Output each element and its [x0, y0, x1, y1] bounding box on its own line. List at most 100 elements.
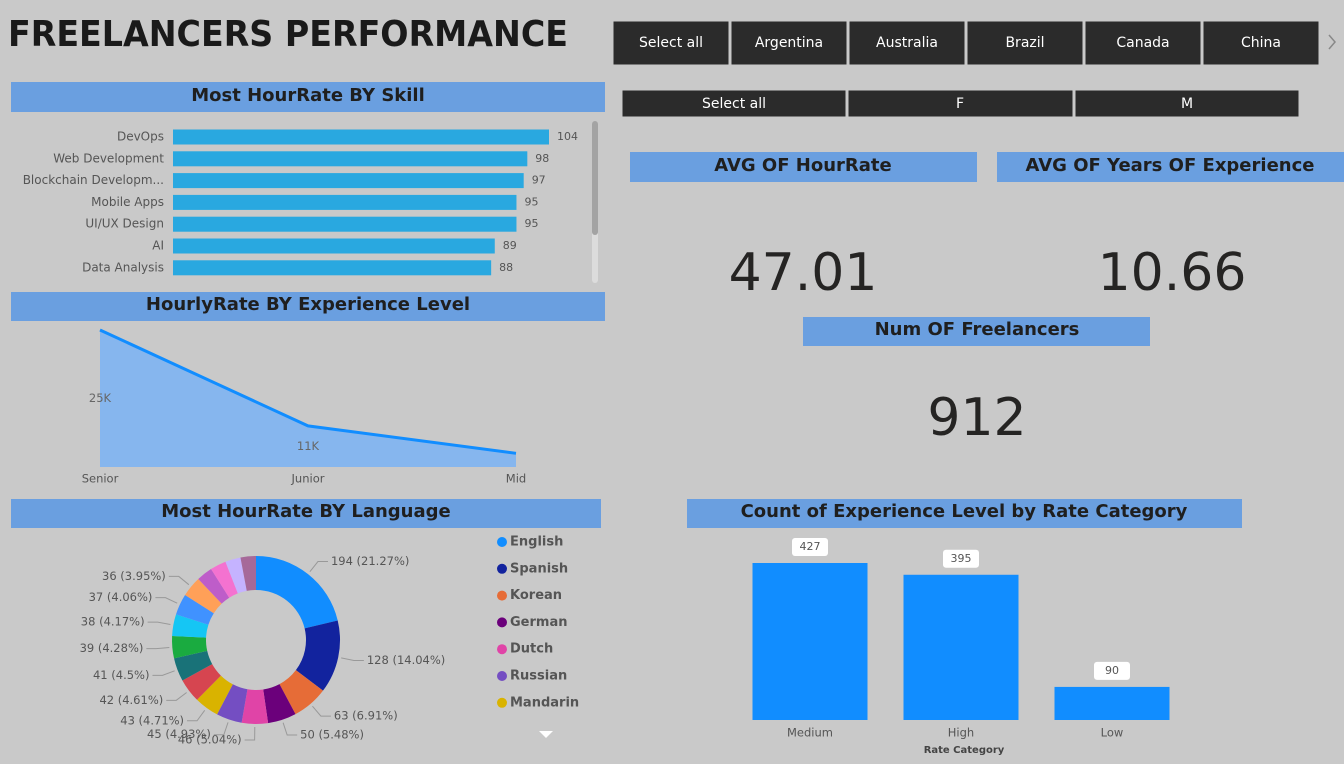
slicer-label[interactable]: Brazil: [1005, 35, 1044, 51]
donut-slice: [279, 670, 323, 715]
category-label: DevOps: [117, 130, 164, 144]
donut-slice: [211, 561, 238, 598]
data-label: 11K: [297, 439, 320, 453]
slicer-button[interactable]: [966, 20, 1084, 66]
header-bar: [630, 152, 977, 182]
data-label: 36 (3.95%): [102, 569, 166, 583]
leader-line: [147, 621, 171, 625]
slicer-button[interactable]: [1074, 89, 1300, 118]
slicer-button[interactable]: [1202, 20, 1320, 66]
legend-label: German: [510, 615, 567, 630]
slicer-label[interactable]: M: [1181, 96, 1193, 112]
line: [99, 328, 517, 455]
header-bar: [803, 317, 1150, 346]
data-label: 45 (4.93%): [147, 727, 211, 741]
area: [100, 330, 516, 467]
scrollbar-thumb[interactable]: [592, 121, 598, 235]
slicer-label[interactable]: China: [1241, 35, 1281, 51]
bar: [173, 151, 528, 167]
bar: [173, 238, 495, 254]
chart-title: Most HourRate BY Language: [161, 501, 450, 522]
slicer-label[interactable]: Canada: [1116, 35, 1169, 51]
scroll-right[interactable]: [1328, 34, 1336, 50]
kpi-title: AVG OF Years OF Experience: [1026, 155, 1315, 176]
donut-slice: [185, 578, 222, 614]
donut-slice: [198, 569, 230, 604]
slicer-label[interactable]: Australia: [876, 35, 938, 51]
x-tick-label: Low: [1101, 726, 1124, 740]
page-title: FREELANCERS PERFORMANCE: [8, 14, 568, 55]
slicer-label[interactable]: Argentina: [755, 35, 823, 51]
slicer-label[interactable]: Select all: [639, 35, 703, 51]
header-bar: [687, 499, 1242, 528]
leader-line: [341, 657, 364, 662]
category-label: Data Analysis: [82, 260, 164, 274]
donut-slice: [217, 684, 248, 723]
bar: [173, 194, 517, 210]
slicer-button[interactable]: [621, 89, 847, 118]
slicer-label[interactable]: F: [956, 96, 964, 112]
data-label: 50 (5.48%): [300, 728, 364, 742]
data-label: 42 (4.61%): [99, 693, 163, 707]
category-label: Blockchain Developm...: [23, 173, 164, 187]
donut-slice: [197, 675, 233, 715]
chart-title: Count of Experience Level by Rate Catego…: [741, 501, 1188, 522]
data-label: 88: [499, 261, 513, 274]
category-label: UI/UX Design: [85, 217, 164, 231]
kpi-value: 47.01: [729, 243, 878, 303]
kpi-title: Num OF Freelancers: [875, 319, 1080, 340]
legend-label: Dutch: [510, 642, 553, 657]
bar: [173, 260, 492, 276]
x-tick-label: High: [948, 726, 974, 740]
data-label: 39 (4.28%): [80, 641, 144, 655]
donut-slice: [174, 650, 213, 681]
gender-slicer: Select all F M: [621, 89, 1300, 118]
kpi-value: 10.66: [1098, 243, 1247, 303]
legend-marker: [497, 644, 507, 655]
data-label: 37 (4.06%): [89, 590, 153, 604]
data-label: 395: [951, 552, 972, 565]
bar: [173, 173, 524, 189]
x-tick-label: Senior: [82, 472, 119, 486]
leader-line: [282, 722, 298, 736]
category-label: Web Development: [53, 151, 164, 165]
donut-slice: [172, 614, 209, 638]
donut-slice: [225, 557, 247, 594]
header-bar: [11, 292, 605, 321]
donut-slice: [240, 556, 256, 591]
donut-slice: [241, 689, 269, 724]
data-label: 41 (4.5%): [93, 668, 149, 682]
category-label: Mobile Apps: [91, 195, 164, 209]
data-label: 427: [800, 540, 821, 553]
legend-marker: [497, 563, 507, 574]
slicer-button[interactable]: [847, 89, 1074, 118]
slicer-button[interactable]: [1084, 20, 1202, 66]
x-tick-label: Medium: [787, 726, 833, 740]
x-tick-label: Junior: [291, 472, 325, 486]
data-label: 63 (6.91%): [334, 709, 398, 723]
leader-line: [309, 561, 328, 573]
slicer-label[interactable]: Select all: [702, 96, 766, 112]
data-label: 25K: [89, 391, 112, 405]
data-label: 194 (21.27%): [331, 554, 409, 568]
slicer-button[interactable]: [612, 20, 730, 66]
legend-scroll[interactable]: [539, 731, 553, 738]
bar: [752, 563, 868, 720]
leader-line: [146, 646, 170, 650]
leader-line: [166, 692, 187, 701]
kpi-value: 912: [927, 388, 1026, 448]
slicer-button[interactable]: [730, 20, 848, 66]
data-label: 46 (5.04%): [178, 732, 242, 746]
legend-marker: [497, 590, 507, 601]
data-label: 95: [524, 217, 538, 230]
legend-marker: [497, 671, 507, 681]
leader-line: [155, 597, 178, 604]
slicer-button[interactable]: [848, 20, 966, 66]
legend-marker: [497, 617, 507, 628]
data-label: 128 (14.04%): [367, 653, 445, 667]
legend-marker: [497, 697, 507, 708]
chart-title: HourlyRate BY Experience Level: [146, 294, 470, 315]
